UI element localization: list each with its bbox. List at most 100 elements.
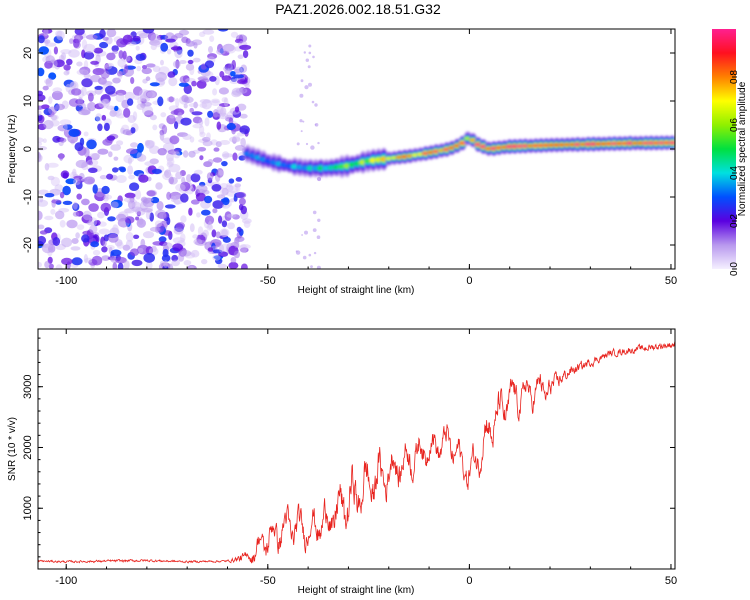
- spectrogram-noise-blob: [38, 210, 43, 221]
- spectrogram-noise-blob: [55, 210, 65, 220]
- spectrogram-noise-speck: [301, 234, 303, 236]
- spectrogram-noise-blob: [94, 85, 103, 90]
- spectrogram-noise-blob: [146, 63, 156, 68]
- spectrogram-noise-blob: [220, 106, 227, 117]
- colorbar-ticks: 0.0 0.2 0.4 0.6 0.8: [729, 70, 740, 276]
- spectrogram-noise-blob: [219, 71, 225, 78]
- spectrogram-noise-blob: [173, 151, 181, 159]
- spectrogram-noise-blob: [89, 225, 98, 234]
- spectrogram-noise-blob: [237, 79, 248, 85]
- spectrogram-noise-blob: [66, 58, 73, 66]
- spectrogram-noise-speck: [305, 58, 309, 62]
- spectrogram-noise-blob: [108, 233, 119, 243]
- spectrogram-y-label: Frequency (Hz): [7, 115, 18, 184]
- spectrogram-noise-blob: [44, 163, 50, 171]
- spectrogram-noise-blob: [71, 257, 83, 266]
- spectrogram-noise-blob: [199, 125, 205, 135]
- spectrogram-noise-blob: [149, 212, 154, 222]
- spectrogram-noise-blob: [230, 257, 237, 264]
- spectrogram-noise-blob: [88, 92, 94, 102]
- spectrogram-noise-blob: [183, 96, 194, 104]
- spectrogram-noise-blob: [155, 182, 163, 190]
- spectrogram-noise-blob: [142, 231, 155, 239]
- spectrogram-noise-blob: [81, 78, 93, 88]
- spectrogram-noise-blob: [166, 161, 174, 168]
- spectrogram-noise-blob: [75, 159, 88, 169]
- spectrogram-noise-blob: [195, 192, 206, 202]
- spectrogram-noise-blob: [140, 196, 148, 203]
- spectrogram-noise-blob: [150, 43, 157, 51]
- colorbar: 0.0 0.2 0.4 0.6 0.8 Normalized spectral ampl…: [712, 29, 748, 276]
- spectrogram-noise-blob: [111, 45, 119, 52]
- spectrogram-noise-speck: [311, 100, 315, 104]
- spectrogram-noise-blob: [112, 224, 119, 235]
- spectrogram-noise-blob: [99, 175, 108, 180]
- spectrogram-noise-blob: [207, 221, 213, 230]
- spectrogram-noise-blob: [62, 185, 71, 196]
- spectrogram-noise-blob: [218, 112, 229, 120]
- spectrogram-noise-blob: [202, 229, 209, 238]
- spectrogram-noise-blob: [88, 203, 99, 212]
- spectrogram-noise-blob: [166, 48, 172, 55]
- spectrogram-noise-blob: [234, 183, 242, 188]
- spectrogram-noise-blob: [226, 182, 233, 188]
- spectrogram-noise-blob: [162, 265, 169, 269]
- spectrogram-noise-blob: [158, 212, 167, 220]
- spectrogram-noise-blob: [177, 112, 183, 118]
- spectrogram-noise-blob: [193, 42, 198, 49]
- spectrogram-noise-blob: [140, 238, 146, 249]
- spectrogram-noise-blob: [65, 83, 71, 93]
- spectrogram-noise-blob: [229, 136, 241, 143]
- spectrogram-noise-blob: [205, 180, 215, 187]
- spectrogram-noise-blob: [149, 145, 160, 154]
- spectrogram-noise-speck: [312, 228, 317, 233]
- spectrogram-noise-blob: [135, 216, 140, 221]
- spectrogram-noise-blob: [230, 71, 236, 77]
- spectrogram-noise-blob: [126, 148, 138, 155]
- spectrogram-noise-blob: [172, 237, 185, 244]
- spectrogram-noise-blob: [180, 215, 187, 223]
- spectrogram-noise-blob: [222, 153, 234, 158]
- spectrogram-y-tick-label: -10: [22, 189, 34, 205]
- spectrogram-noise-speck: [307, 65, 311, 69]
- spectrogram-noise-blob: [188, 150, 196, 158]
- spectrogram-noise-blob: [149, 82, 160, 87]
- spectrogram-noise-blob: [69, 81, 77, 89]
- spectrogram-noise-blob: [136, 103, 145, 110]
- spectrogram-noise-blob: [104, 63, 110, 71]
- spectrogram-noise-blob: [207, 247, 214, 252]
- spectrogram-noise-blob: [157, 96, 164, 107]
- spectrogram-noise-blob: [59, 191, 65, 199]
- spectrogram-noise-blob: [124, 216, 135, 224]
- spectrogram-noise-blob: [90, 241, 99, 248]
- spectrogram-noise-blob: [129, 248, 140, 256]
- spectrogram-noise-blob: [166, 114, 176, 125]
- spectrogram-noise-blob: [166, 217, 171, 225]
- spectrogram-noise-blob: [152, 124, 158, 131]
- spectrogram-noise-blob: [206, 224, 214, 231]
- spectrogram-noise-blob: [123, 197, 135, 203]
- snr-series-line: [38, 340, 675, 564]
- spectrogram-noise-blob: [103, 122, 110, 132]
- spectrogram-noise-blob: [38, 141, 43, 147]
- spectrogram-noise-blob: [76, 69, 89, 76]
- spectrogram-noise-blob: [43, 119, 54, 130]
- spectrogram-noise-blob: [115, 92, 125, 103]
- spectrogram-noise-blob: [225, 44, 236, 54]
- spectrogram-noise-blob: [175, 98, 180, 108]
- spectrogram-noise-blob: [212, 109, 219, 118]
- spectrogram-noise-blob: [38, 114, 45, 124]
- snr-x-tick-label: -100: [55, 575, 77, 587]
- spectrogram-noise-blob: [101, 185, 110, 195]
- spectrogram-noise-blob: [164, 169, 172, 178]
- spectrogram-noise-blob: [92, 184, 98, 194]
- spectrogram-noise-blob: [189, 136, 195, 143]
- spectrogram-noise-blob: [145, 90, 158, 99]
- spectrogram-noise-blob: [50, 176, 61, 187]
- spectrogram-noise-blob: [233, 239, 240, 248]
- colorbar-label: Normalized spectral amplitude: [737, 81, 748, 216]
- spectrogram-noise-blob: [221, 220, 228, 228]
- spectrogram-noise-blob: [240, 247, 249, 253]
- spectrogram-noise-blob: [125, 239, 133, 250]
- spectrogram-noise-blob: [49, 119, 60, 127]
